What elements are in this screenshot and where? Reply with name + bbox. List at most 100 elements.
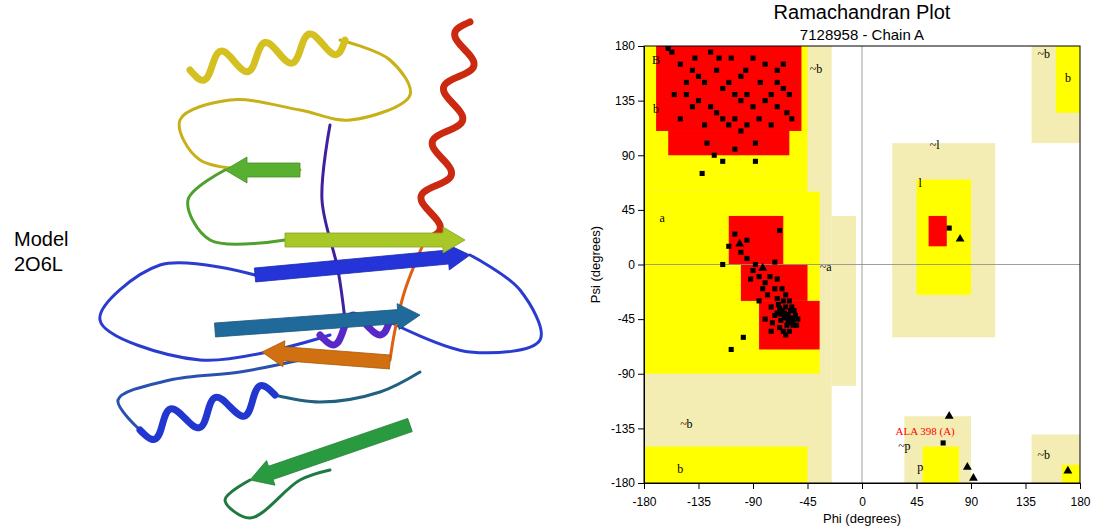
point <box>714 68 719 73</box>
y-tick: 45 <box>622 203 644 217</box>
ribbon-loop <box>188 170 285 244</box>
series-square <box>666 46 952 445</box>
point <box>738 250 743 255</box>
y-tick: 0 <box>628 258 644 272</box>
region-label: ~l <box>930 138 940 152</box>
region <box>1032 46 1080 143</box>
point <box>678 116 683 121</box>
point <box>947 226 952 231</box>
region <box>644 447 808 483</box>
point <box>775 80 780 85</box>
point <box>792 308 797 313</box>
point <box>941 440 946 445</box>
ribbon-strand <box>254 244 470 282</box>
x-tick-label: 45 <box>910 495 924 509</box>
ribbon-helix <box>190 34 345 80</box>
y-tick-label: -135 <box>611 422 635 436</box>
ribbon-strand <box>262 341 391 369</box>
point <box>712 153 717 158</box>
region-label: ~b <box>680 417 693 431</box>
point <box>729 56 734 61</box>
x-tick-mark <box>971 483 972 489</box>
point <box>775 277 780 282</box>
region-label: l <box>918 176 922 190</box>
point <box>758 263 767 271</box>
model-label: Model2O6L <box>14 228 68 275</box>
protein-model <box>100 22 541 518</box>
y-tick-mark <box>638 483 644 484</box>
point <box>769 329 774 334</box>
x-tick: 90 <box>965 483 979 509</box>
region-label: ~a <box>820 260 832 274</box>
point <box>763 98 768 103</box>
region <box>929 216 947 246</box>
point <box>794 323 799 328</box>
y-tick-label: 0 <box>628 258 635 272</box>
y-tick: -45 <box>618 312 644 326</box>
y-tick: 180 <box>615 39 644 53</box>
y-tick-mark <box>638 265 644 266</box>
x-tick: -135 <box>687 483 711 509</box>
point <box>769 304 774 309</box>
ribbon-strand <box>285 227 465 253</box>
x-tick-mark <box>808 483 809 489</box>
x-tick-mark <box>644 483 645 489</box>
point <box>784 323 789 328</box>
point <box>1063 466 1072 474</box>
x-tick-mark <box>1026 483 1027 489</box>
y-tick-mark <box>638 319 644 320</box>
region <box>923 447 959 483</box>
point <box>772 286 777 291</box>
y-axis-title: Psi (degrees) <box>588 226 603 303</box>
point <box>720 159 725 164</box>
y-tick-mark <box>638 428 644 429</box>
y-tick-mark <box>638 46 644 47</box>
point <box>765 292 770 297</box>
y-tick-label: 135 <box>615 94 635 108</box>
zero-line-y <box>644 264 1080 265</box>
y-tick-label: -180 <box>611 476 635 490</box>
point <box>790 318 795 323</box>
region <box>1062 465 1080 483</box>
point <box>760 286 765 291</box>
point <box>757 298 762 303</box>
y-tick: -90 <box>618 367 644 381</box>
point <box>781 62 786 67</box>
ribbon-strand <box>214 304 420 337</box>
ribbon-loop <box>275 372 420 402</box>
x-tick-mark <box>862 483 863 489</box>
point <box>744 122 749 127</box>
point <box>684 80 689 85</box>
region-label: ~b <box>1037 448 1050 462</box>
ribbon-loop <box>322 125 345 320</box>
model-label-line: Model <box>14 228 68 250</box>
point <box>741 335 746 340</box>
point <box>702 122 707 127</box>
x-axis-title: Phi (degrees) <box>823 511 901 526</box>
region-label: ~p <box>898 439 911 453</box>
point <box>787 298 792 303</box>
point <box>684 92 689 97</box>
x-tick-mark <box>917 483 918 489</box>
point <box>784 110 789 115</box>
point <box>757 274 762 279</box>
point <box>769 92 774 97</box>
point <box>769 122 774 127</box>
point <box>783 332 788 337</box>
x-tick-label: 0 <box>859 495 866 509</box>
y-tick-label: 180 <box>615 39 635 53</box>
residue-label: ALA 398 (A) <box>896 425 956 438</box>
point <box>753 262 758 267</box>
y-tick-label: 45 <box>622 203 636 217</box>
y-tick-mark <box>638 374 644 375</box>
y-tick-mark <box>638 210 644 211</box>
point <box>738 128 743 133</box>
point <box>795 317 800 322</box>
region-label: p <box>917 460 923 474</box>
point <box>744 92 749 97</box>
point <box>772 313 777 318</box>
x-tick: 180 <box>1070 483 1090 509</box>
point <box>720 86 725 91</box>
annotations: Bb~ba~a~ll~pp~bb~bb~bALA 398 (A) <box>652 47 1071 476</box>
point <box>945 411 954 419</box>
